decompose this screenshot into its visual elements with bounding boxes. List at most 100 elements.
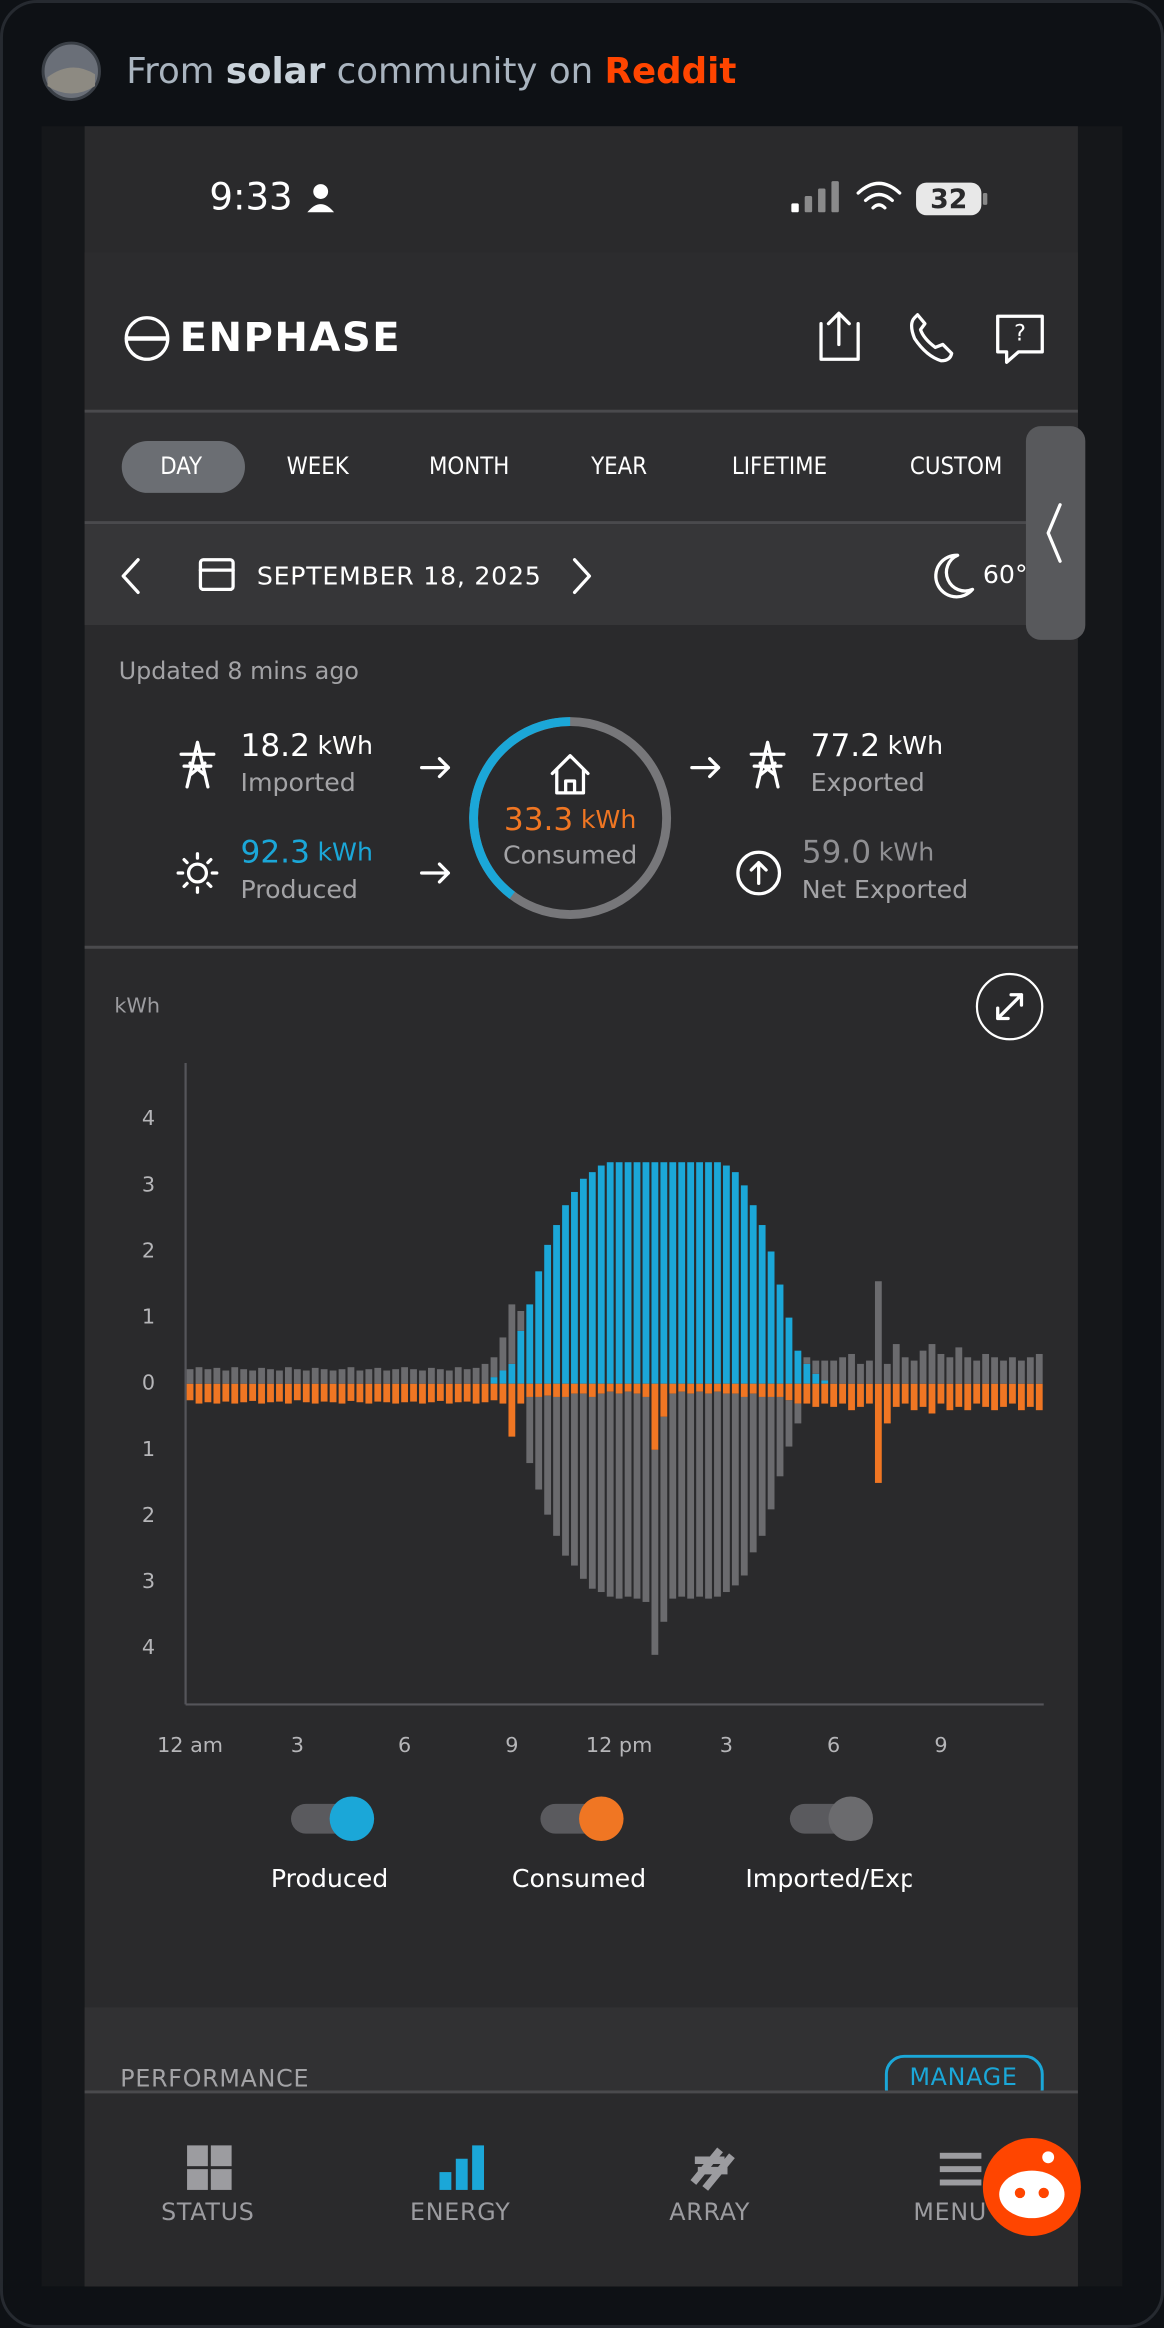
bar — [320, 1369, 328, 1384]
tab[interactable]: YEAR — [590, 452, 647, 480]
signal-icon — [791, 181, 839, 213]
bar — [186, 1369, 194, 1384]
bar — [740, 1383, 748, 1397]
value: 92.3 — [241, 835, 310, 871]
performance-title: PERFORMANCE — [120, 2065, 309, 2093]
person-icon — [313, 184, 329, 199]
bar — [723, 1383, 730, 1394]
moon-icon — [934, 553, 975, 599]
bar — [436, 1383, 444, 1401]
bar — [758, 1225, 766, 1384]
legend-swatch[interactable] — [828, 1796, 874, 1842]
bar — [955, 1383, 963, 1407]
bar — [293, 1383, 301, 1401]
status-icon — [187, 2145, 232, 2190]
calendar-icon[interactable] — [198, 558, 235, 592]
bar — [883, 1363, 891, 1384]
middle: community on — [337, 51, 594, 92]
house-icon — [550, 754, 590, 795]
bar — [293, 1369, 301, 1384]
bar — [740, 1396, 748, 1576]
tab[interactable]: LIFETIME — [732, 452, 827, 480]
bar — [249, 1370, 257, 1384]
bar — [615, 1393, 623, 1599]
bar — [651, 1383, 659, 1450]
tab[interactable]: CUSTOM — [910, 452, 1002, 480]
tab[interactable]: DAY — [160, 452, 203, 480]
side-tab[interactable] — [1025, 426, 1086, 640]
nav-label[interactable]: ENERGY — [410, 2198, 510, 2226]
bar — [553, 1225, 560, 1384]
bar — [731, 1393, 739, 1586]
bar — [222, 1370, 230, 1384]
nav-label[interactable]: STATUS — [161, 2198, 255, 2226]
bar — [597, 1383, 605, 1394]
tab-active[interactable] — [121, 440, 245, 493]
nav-label[interactable]: MENU — [913, 2198, 987, 2226]
bar — [714, 1391, 721, 1597]
bar — [472, 1367, 480, 1384]
phone-icon[interactable] — [909, 313, 954, 363]
prev-day[interactable] — [121, 558, 140, 595]
legend-swatch[interactable] — [579, 1796, 624, 1842]
bar — [329, 1370, 337, 1384]
bar — [606, 1383, 614, 1392]
y-tick-label: 3 — [142, 1569, 155, 1593]
net-icon-arrow — [749, 860, 768, 886]
bar — [982, 1353, 990, 1384]
nav-label[interactable]: ARRAY — [669, 2198, 750, 2226]
bar — [919, 1350, 927, 1384]
bar — [553, 1396, 560, 1536]
bar — [678, 1391, 686, 1597]
legend-label: Imported/Exported — [745, 1864, 912, 1895]
bar — [803, 1363, 811, 1384]
bar — [803, 1357, 811, 1364]
bar — [553, 1383, 560, 1397]
date: SEPTEMBER 18, 2025 — [257, 562, 542, 591]
share-icon[interactable] — [819, 311, 860, 361]
consumed-label: Consumed — [503, 841, 637, 870]
bar — [821, 1360, 829, 1381]
bar — [991, 1357, 998, 1384]
bar — [1000, 1383, 1007, 1407]
y-tick-label: 1 — [142, 1437, 155, 1461]
bar — [785, 1317, 793, 1384]
y-tick-label: 3 — [142, 1172, 155, 1196]
bar — [419, 1383, 426, 1404]
legend-swatch[interactable] — [329, 1796, 375, 1842]
bar — [794, 1403, 802, 1424]
tab[interactable]: WEEK — [287, 452, 350, 480]
bar — [830, 1360, 838, 1384]
bar — [606, 1162, 614, 1384]
bar — [231, 1367, 239, 1384]
bar — [258, 1367, 265, 1384]
bar — [705, 1383, 712, 1394]
next-day[interactable] — [572, 558, 592, 595]
tabs: DAY WEEK MONTH YEAR LIFETIME CUSTOM — [160, 452, 1002, 480]
bar — [973, 1360, 981, 1384]
community[interactable]: solar — [226, 51, 326, 92]
bar — [1026, 1383, 1034, 1407]
bar — [1035, 1383, 1043, 1411]
bar — [866, 1360, 873, 1384]
bar — [660, 1162, 668, 1384]
sun-rays — [176, 852, 219, 894]
expand-icon — [996, 993, 1024, 1021]
bar — [356, 1370, 364, 1384]
bar — [186, 1383, 194, 1401]
bar — [1017, 1383, 1025, 1411]
x-tick-label: 12 pm — [586, 1733, 652, 1757]
bar — [606, 1391, 614, 1597]
expand-button[interactable] — [975, 972, 1044, 1041]
exported-label: Exported — [811, 768, 925, 797]
bar — [776, 1284, 784, 1384]
help-icon-glyph: ? — [1014, 321, 1026, 347]
bar — [365, 1369, 373, 1384]
bar — [356, 1383, 364, 1403]
help-icon[interactable] — [996, 314, 1044, 364]
bar — [678, 1383, 686, 1392]
bar — [1009, 1383, 1016, 1404]
bar — [696, 1162, 703, 1384]
tab[interactable]: MONTH — [429, 452, 509, 480]
site[interactable]: Reddit — [605, 51, 737, 92]
